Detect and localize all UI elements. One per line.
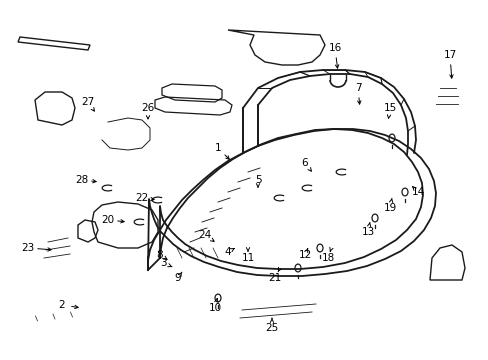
Text: 26: 26: [141, 103, 154, 113]
Text: 14: 14: [410, 187, 424, 197]
Text: 8: 8: [156, 250, 163, 260]
Text: 3: 3: [160, 258, 166, 268]
Text: 20: 20: [101, 215, 114, 225]
Text: 17: 17: [443, 50, 456, 60]
Text: 10: 10: [208, 303, 221, 313]
Text: 25: 25: [265, 323, 278, 333]
Text: 12: 12: [298, 250, 311, 260]
Text: 24: 24: [198, 230, 211, 240]
Text: 6: 6: [301, 158, 307, 168]
Text: 18: 18: [321, 253, 334, 263]
Text: 5: 5: [254, 175, 261, 185]
Text: 27: 27: [81, 97, 95, 107]
Text: 16: 16: [328, 43, 341, 53]
Text: 28: 28: [75, 175, 88, 185]
Text: 2: 2: [59, 300, 65, 310]
Text: 11: 11: [241, 253, 254, 263]
Text: 4: 4: [224, 247, 231, 257]
Text: 7: 7: [354, 83, 361, 93]
Text: 13: 13: [361, 227, 374, 237]
Text: 9: 9: [174, 273, 181, 283]
Text: 21: 21: [268, 273, 281, 283]
Text: 1: 1: [214, 143, 221, 153]
Text: 15: 15: [383, 103, 396, 113]
Text: 22: 22: [135, 193, 148, 203]
Text: 23: 23: [21, 243, 35, 253]
Text: 19: 19: [383, 203, 396, 213]
